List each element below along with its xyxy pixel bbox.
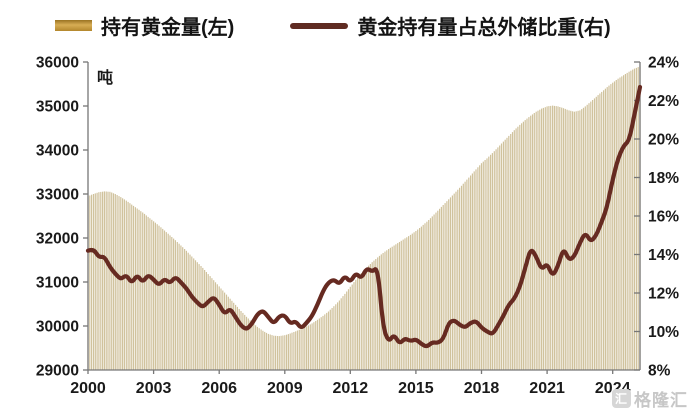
- svg-text:2006: 2006: [201, 380, 237, 397]
- svg-text:2021: 2021: [529, 380, 565, 397]
- left-axis-tick-labels: 36000 35000 34000 33000 32000 31000 30000 29000: [36, 55, 79, 380]
- svg-text:10%: 10%: [648, 324, 679, 341]
- svg-text:31000: 31000: [36, 275, 79, 292]
- svg-text:32000: 32000: [36, 231, 79, 248]
- svg-text:16%: 16%: [648, 209, 679, 226]
- svg-text:33000: 33000: [36, 187, 79, 204]
- svg-text:36000: 36000: [36, 55, 79, 72]
- legend-item-gold-share: 黄金持有量占总外储比重(右): [290, 11, 611, 40]
- legend-label-gold-share: 黄金持有量占总外储比重(右): [357, 17, 611, 39]
- svg-text:8%: 8%: [648, 363, 671, 380]
- svg-text:2009: 2009: [267, 380, 303, 397]
- left-axis-unit-label: 吨: [97, 70, 114, 87]
- svg-text:12%: 12%: [648, 286, 679, 303]
- gelonghui-logo-icon: 汇: [612, 389, 631, 408]
- svg-text:18%: 18%: [648, 170, 679, 187]
- svg-text:34000: 34000: [36, 143, 79, 160]
- bar-swatch-icon: [55, 20, 92, 31]
- svg-text:2015: 2015: [398, 380, 434, 397]
- svg-text:30000: 30000: [36, 319, 79, 336]
- svg-text:14%: 14%: [648, 247, 679, 264]
- legend: 持有黄金量(左) 黄金持有量占总外储比重(右): [55, 11, 611, 40]
- x-axis-tick-labels: 2000 2003 2006 2009 2012 2015 2018 2021 2024: [70, 380, 630, 397]
- line-swatch-icon: [290, 22, 349, 29]
- axes: [83, 61, 641, 374]
- svg-text:20%: 20%: [648, 132, 679, 149]
- svg-text:2012: 2012: [333, 380, 369, 397]
- svg-text:22%: 22%: [648, 93, 679, 110]
- line-series: [85, 84, 643, 349]
- svg-text:29000: 29000: [36, 363, 79, 380]
- legend-item-gold-holdings: 持有黄金量(左): [55, 11, 234, 40]
- bars-series: [87, 66, 641, 371]
- right-axis-tick-labels: 24% 22% 20% 18% 16% 14% 12% 10% 8%: [648, 55, 679, 380]
- svg-text:35000: 35000: [36, 99, 79, 116]
- legend-label-gold-holdings: 持有黄金量(左): [101, 17, 235, 39]
- gelonghui-watermark: 汇 格隆汇: [612, 386, 688, 411]
- watermark-text: 格隆汇: [634, 391, 688, 410]
- svg-text:2018: 2018: [464, 380, 500, 397]
- svg-text:24%: 24%: [648, 55, 679, 72]
- svg-text:2000: 2000: [70, 380, 106, 397]
- svg-text:2003: 2003: [136, 380, 172, 397]
